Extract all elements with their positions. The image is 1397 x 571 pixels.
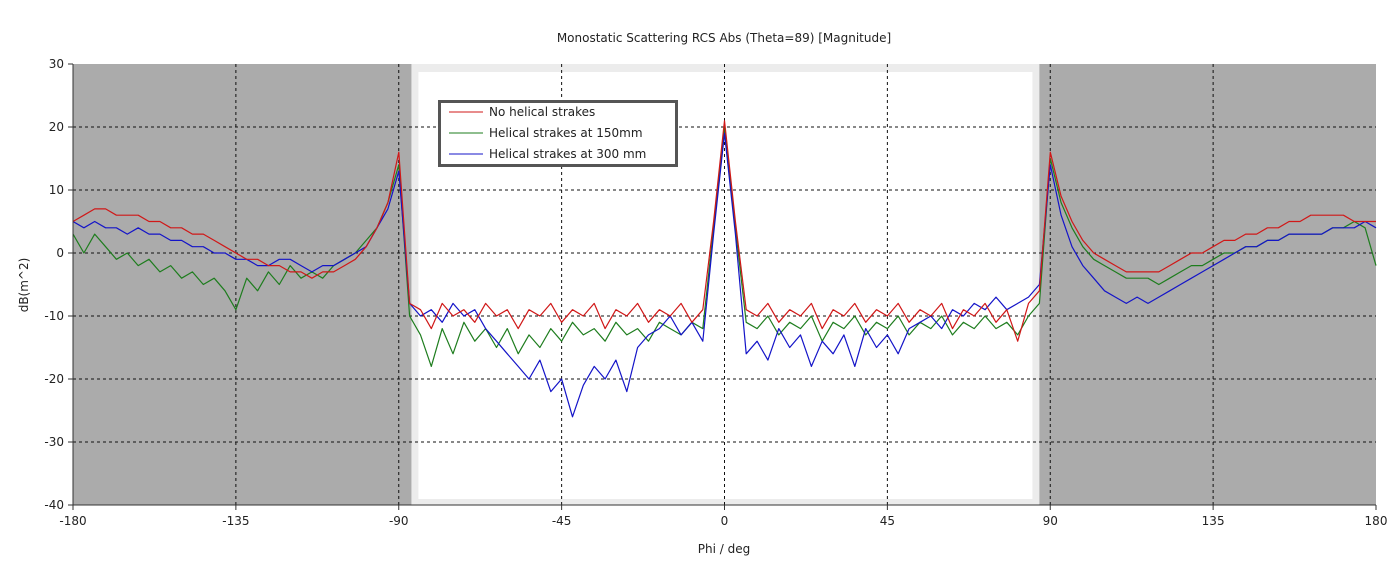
axes: -180 -135 -90 -45 0 45 90 135 180 -40 -30 -20 -10 0 10… — [44, 57, 1387, 528]
y-tick-label: 0 — [56, 246, 64, 260]
x-tick-label: -180 — [59, 514, 86, 528]
series-line — [72, 120, 1376, 342]
y-tick-label: -20 — [44, 372, 64, 386]
y-tick-label: 30 — [49, 57, 64, 71]
x-tick-label: 180 — [1365, 514, 1388, 528]
x-tick-label: 0 — [721, 514, 729, 528]
series-line — [72, 126, 1377, 367]
x-tick-label: -90 — [389, 514, 409, 528]
x-tick-label: -135 — [222, 514, 249, 528]
y-tick-label: -40 — [44, 498, 64, 512]
y-tick-label: 10 — [49, 183, 64, 197]
chart-title: Monostatic Scattering RCS Abs (Theta=89)… — [557, 31, 891, 45]
series-lines — [72, 120, 1377, 418]
x-tick-label: 45 — [880, 514, 895, 528]
y-axis-label: dB(m^2) — [17, 258, 31, 313]
x-tick-label: -45 — [552, 514, 572, 528]
legend-label: Helical strakes at 300 mm — [489, 147, 646, 161]
y-tick-label: 20 — [49, 120, 64, 134]
legend-label: Helical strakes at 150mm — [489, 126, 643, 140]
y-tick-label: -10 — [44, 309, 64, 323]
legend: No helical strakes Helical strakes at 150… — [438, 100, 678, 167]
y-tick-label: -30 — [44, 435, 64, 449]
series-line — [72, 132, 1377, 418]
legend-label: No helical strakes — [489, 105, 595, 119]
x-tick-label: 135 — [1202, 514, 1225, 528]
x-axis-label: Phi / deg — [698, 542, 750, 556]
x-tick-label: 90 — [1043, 514, 1058, 528]
